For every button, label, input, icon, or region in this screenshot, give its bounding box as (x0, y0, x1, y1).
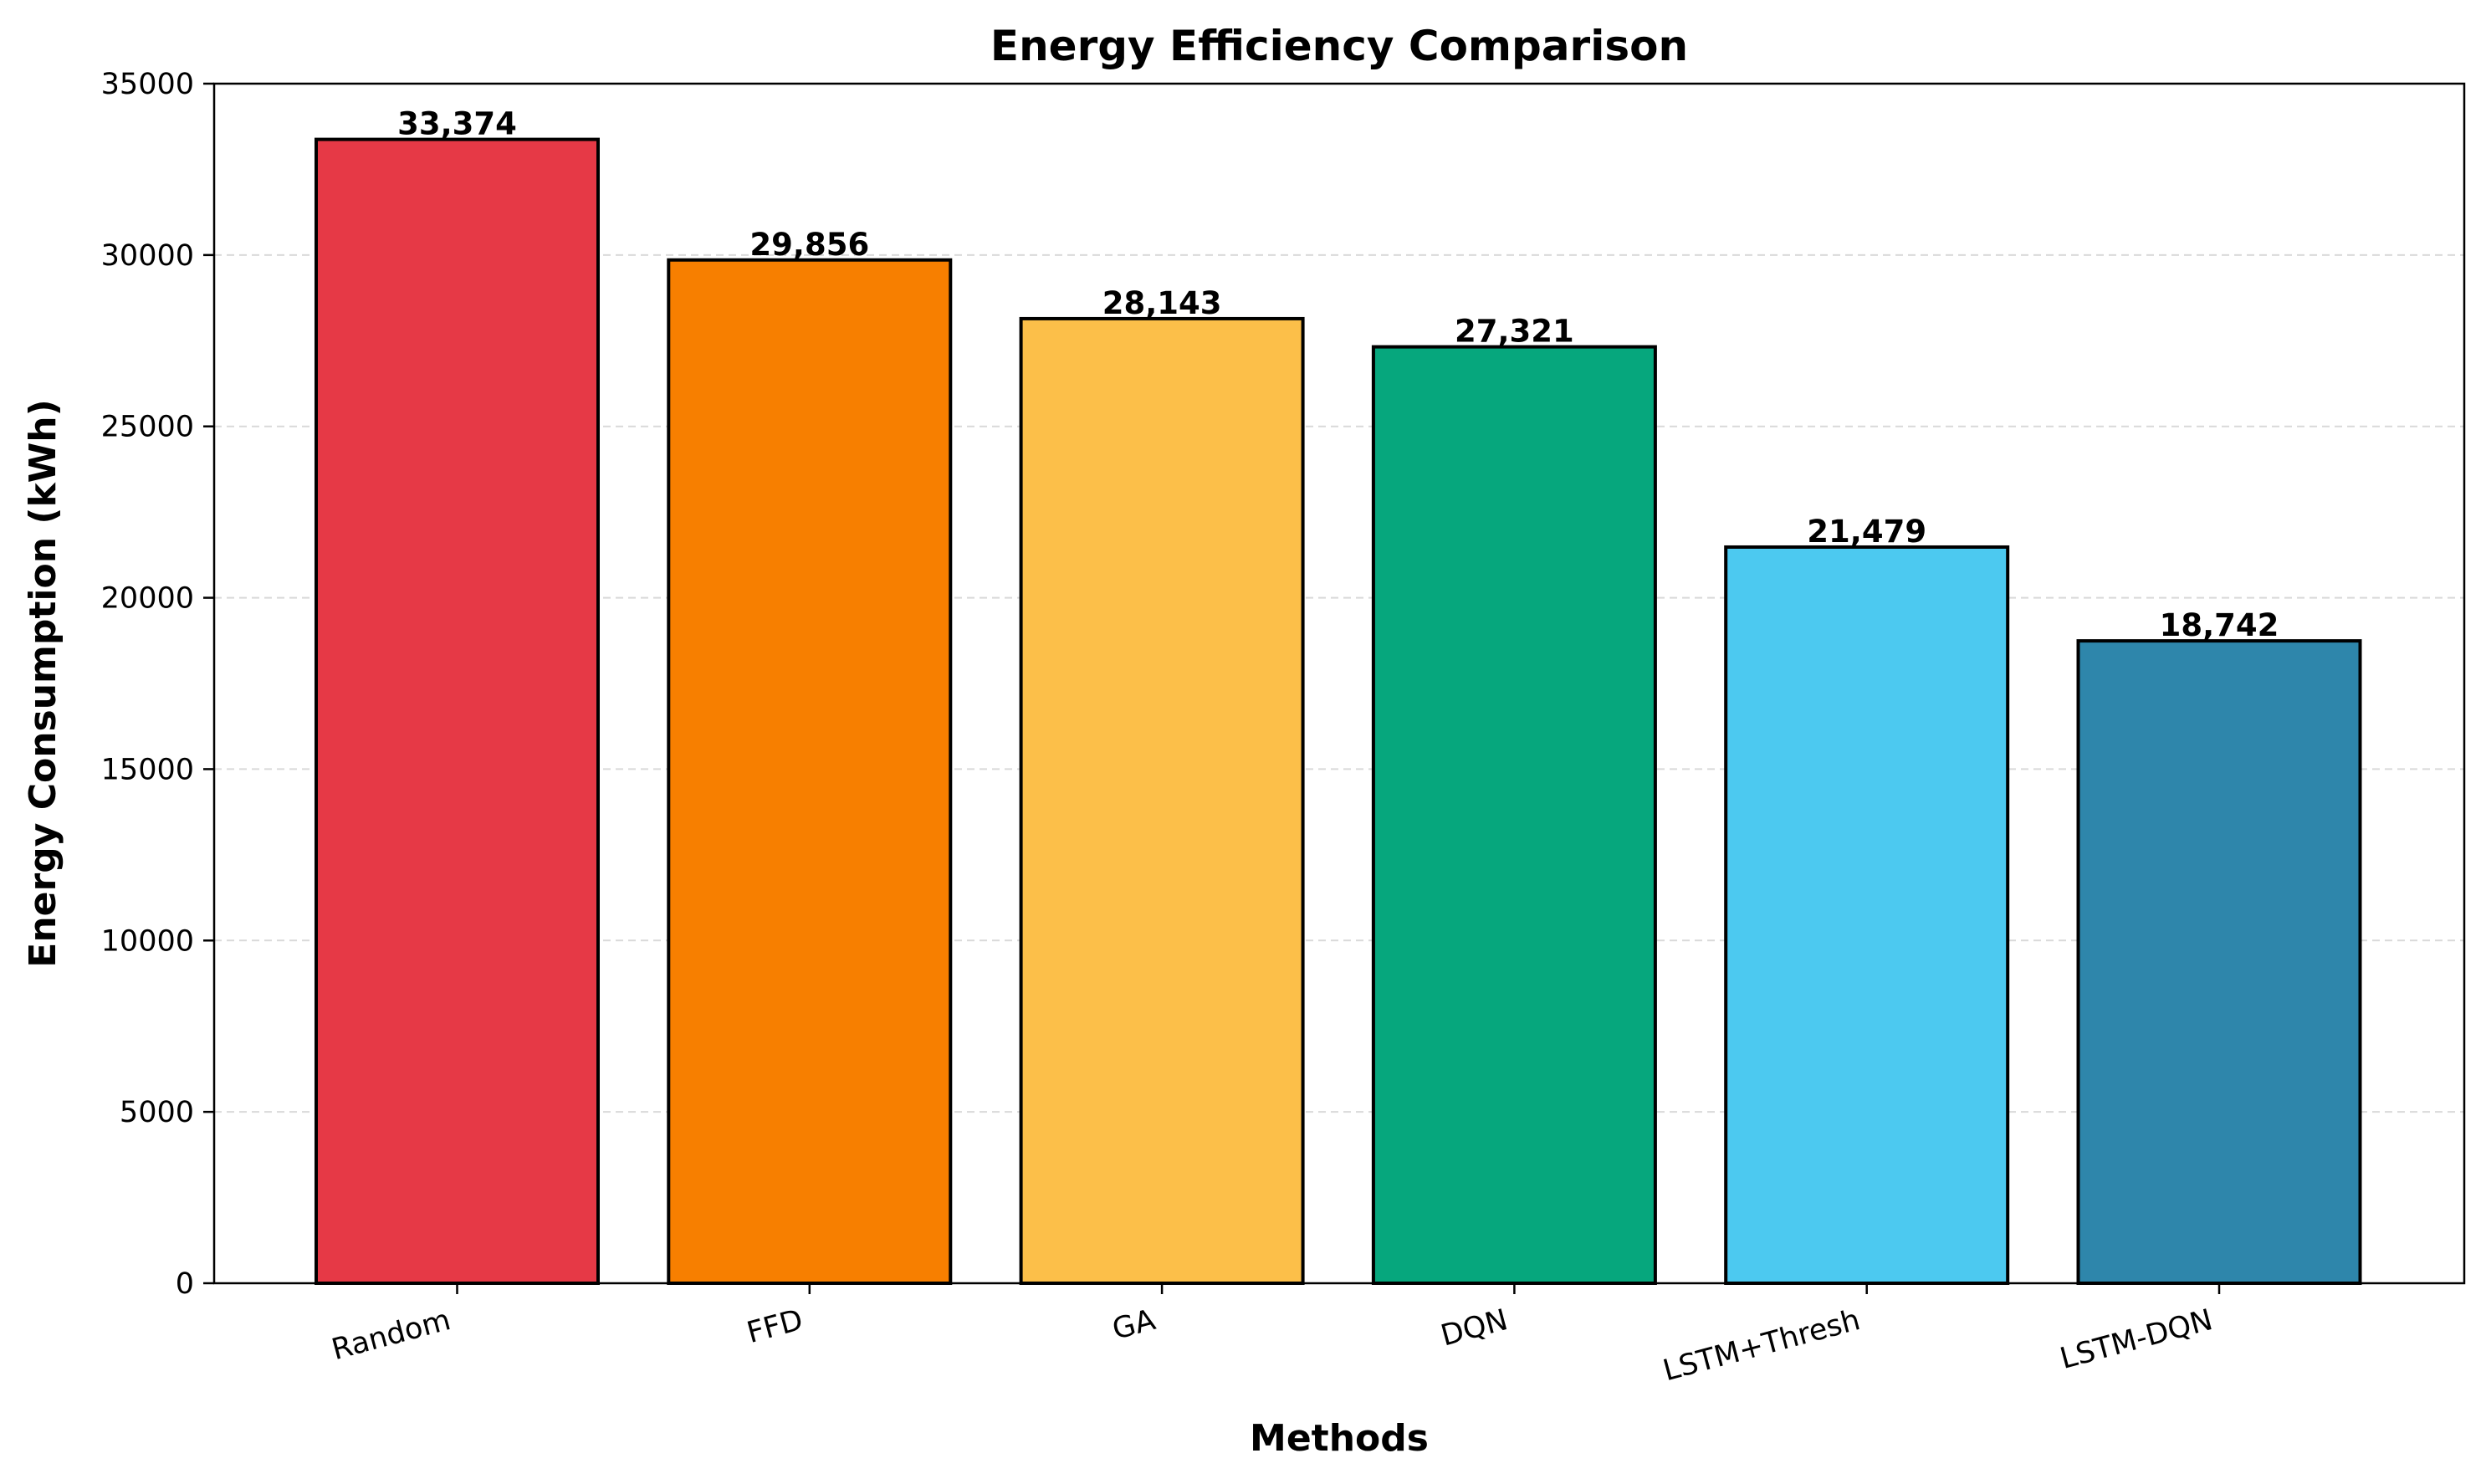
y-tick-label: 0 (176, 1267, 194, 1301)
bar-lstm-dqn (2076, 639, 2362, 1285)
y-tick-label: 25000 (101, 411, 194, 444)
x-tick-label: DQN (1437, 1303, 1511, 1354)
y-tick-label: 35000 (101, 68, 194, 101)
y-tick-label: 20000 (101, 582, 194, 616)
x-tick-label: Random (329, 1303, 454, 1367)
bar-ga (1019, 316, 1305, 1286)
x-tick-label: FFD (744, 1303, 806, 1350)
x-tick-label: GA (1109, 1303, 1159, 1347)
y-tick-label: 15000 (101, 753, 194, 786)
bar-dqn (1371, 345, 1657, 1285)
y-tick-label: 10000 (101, 924, 194, 958)
bar-ffd (667, 258, 953, 1285)
bar-value-label: 28,143 (1102, 285, 1222, 321)
bar-layer (315, 137, 2362, 1286)
bar-value-label: 33,374 (397, 106, 517, 142)
bar-value-label: 27,321 (1455, 314, 1574, 350)
y-tick-label: 5000 (120, 1096, 194, 1129)
plot-frame (212, 82, 2466, 1285)
bar-random (315, 137, 600, 1286)
bar-value-label: 29,856 (749, 227, 869, 263)
x-tick-label: LSTM+Thresh (1660, 1303, 1864, 1388)
x-tick-label: LSTM-DQN (2057, 1303, 2217, 1376)
x-axis-label: Methods (1250, 1417, 1429, 1460)
bar-value-label: 21,479 (1807, 514, 1926, 550)
y-axis-label: Energy Consumption (kWh) (22, 399, 64, 967)
bar-value-label: 18,742 (2160, 607, 2279, 643)
label-layer: 33,374 29,856 28,143 27,321 21,479 18,742 (397, 106, 2279, 643)
chart-title: Energy Efficiency Comparison (990, 22, 1688, 70)
bar-lstm-thresh (1724, 545, 2010, 1285)
y-tick-label: 30000 (101, 239, 194, 273)
